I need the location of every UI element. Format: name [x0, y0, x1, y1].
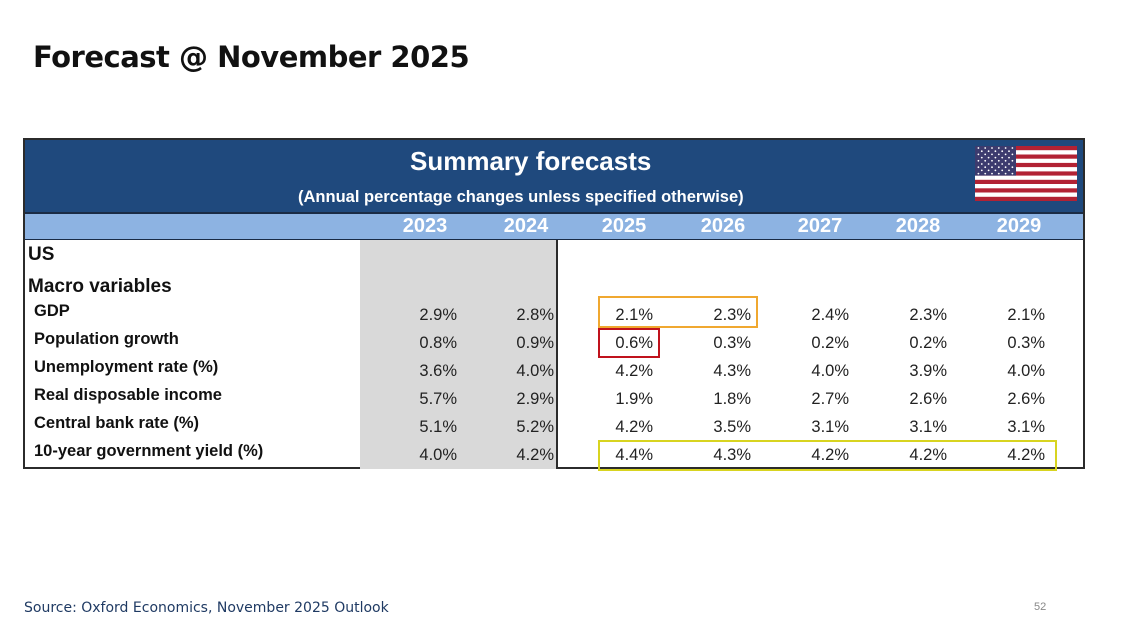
year-header: 2027 [797, 215, 843, 237]
table-cell: 3.5% [713, 418, 751, 436]
table-cell: 0.6% [615, 334, 653, 352]
year-header: 2028 [895, 215, 941, 237]
table-cell: 2.6% [1007, 390, 1045, 408]
year-header: 2023 [402, 215, 448, 237]
year-header: 2025 [601, 215, 647, 237]
row-label: Real disposable income [34, 386, 222, 404]
table-cell: 1.9% [615, 390, 653, 408]
year-header: 2024 [503, 215, 549, 237]
table-cell: 4.2% [1007, 446, 1045, 464]
table-cell: 2.1% [615, 306, 653, 324]
year-header: 2026 [700, 215, 746, 237]
population-2025-highlight [598, 328, 660, 358]
table-cell: 0.2% [909, 334, 947, 352]
section-label: Macro variables [28, 276, 172, 297]
us-flag-icon [975, 146, 1077, 201]
table-cell: 2.9% [419, 306, 457, 324]
table-cell: 5.1% [419, 418, 457, 436]
slide-title: Forecast @ November 2025 [33, 40, 470, 74]
table-cell: 4.3% [713, 362, 751, 380]
row-label: Unemployment rate (%) [34, 358, 219, 376]
yield-forecast-highlight [598, 440, 1057, 471]
table-cell: 3.1% [811, 418, 849, 436]
table-cell: 4.2% [516, 446, 554, 464]
table-cell: 1.8% [713, 390, 751, 408]
table-cell: 4.0% [516, 362, 554, 380]
table-cell: 4.3% [713, 446, 751, 464]
table-cell: 2.6% [909, 390, 947, 408]
page-number: 52 [1034, 601, 1047, 613]
table-cell: 0.8% [419, 334, 457, 352]
table-cell: 4.2% [615, 362, 653, 380]
table-subtitle: (Annual percentage changes unless specif… [298, 188, 744, 206]
table-cell: 0.3% [713, 334, 751, 352]
table-cell: 4.0% [811, 362, 849, 380]
table-cell: 2.1% [1007, 306, 1045, 324]
row-label: 10-year government yield (%) [34, 442, 264, 460]
row-label: Central bank rate (%) [34, 414, 200, 432]
table-cell: 3.9% [909, 362, 947, 380]
table-cell: 4.2% [909, 446, 947, 464]
table-cell: 5.2% [516, 418, 554, 436]
historical-band [360, 240, 557, 469]
year-header-row: 2023 2024 2025 2026 2027 2028 2029 [25, 212, 1083, 240]
table-cell: 5.7% [419, 390, 457, 408]
table-title: Summary forecasts [410, 146, 652, 176]
table-cell: 2.8% [516, 306, 554, 324]
table-cell: 4.4% [615, 446, 653, 464]
table-cell: 2.3% [909, 306, 947, 324]
table-cell: 4.0% [419, 446, 457, 464]
country-label: US [28, 244, 55, 265]
gdp-2025-2026-highlight [598, 296, 758, 328]
table-banner: Summary forecasts (Annual percentage cha… [25, 140, 1083, 212]
table-cell: 4.0% [1007, 362, 1045, 380]
table-cell: 0.9% [516, 334, 554, 352]
table-cell: 0.3% [1007, 334, 1045, 352]
forecast-divider [556, 240, 558, 469]
table-cell: 0.2% [811, 334, 849, 352]
year-header: 2029 [996, 215, 1042, 237]
table-cell: 2.7% [811, 390, 849, 408]
table-cell: 3.1% [1007, 418, 1045, 436]
summary-forecast-table: Summary forecasts (Annual percentage cha… [23, 138, 1085, 471]
row-label: GDP [34, 302, 70, 320]
table-cell: 4.2% [811, 446, 849, 464]
table-cell: 3.6% [419, 362, 457, 380]
table-cell: 2.4% [811, 306, 849, 324]
table-cell: 2.9% [516, 390, 554, 408]
source-note: Source: Oxford Economics, November 2025 … [24, 600, 389, 616]
table-cell: 4.2% [615, 418, 653, 436]
row-label: Population growth [34, 330, 179, 348]
table-cell: 3.1% [909, 418, 947, 436]
table-cell: 2.3% [713, 306, 751, 324]
